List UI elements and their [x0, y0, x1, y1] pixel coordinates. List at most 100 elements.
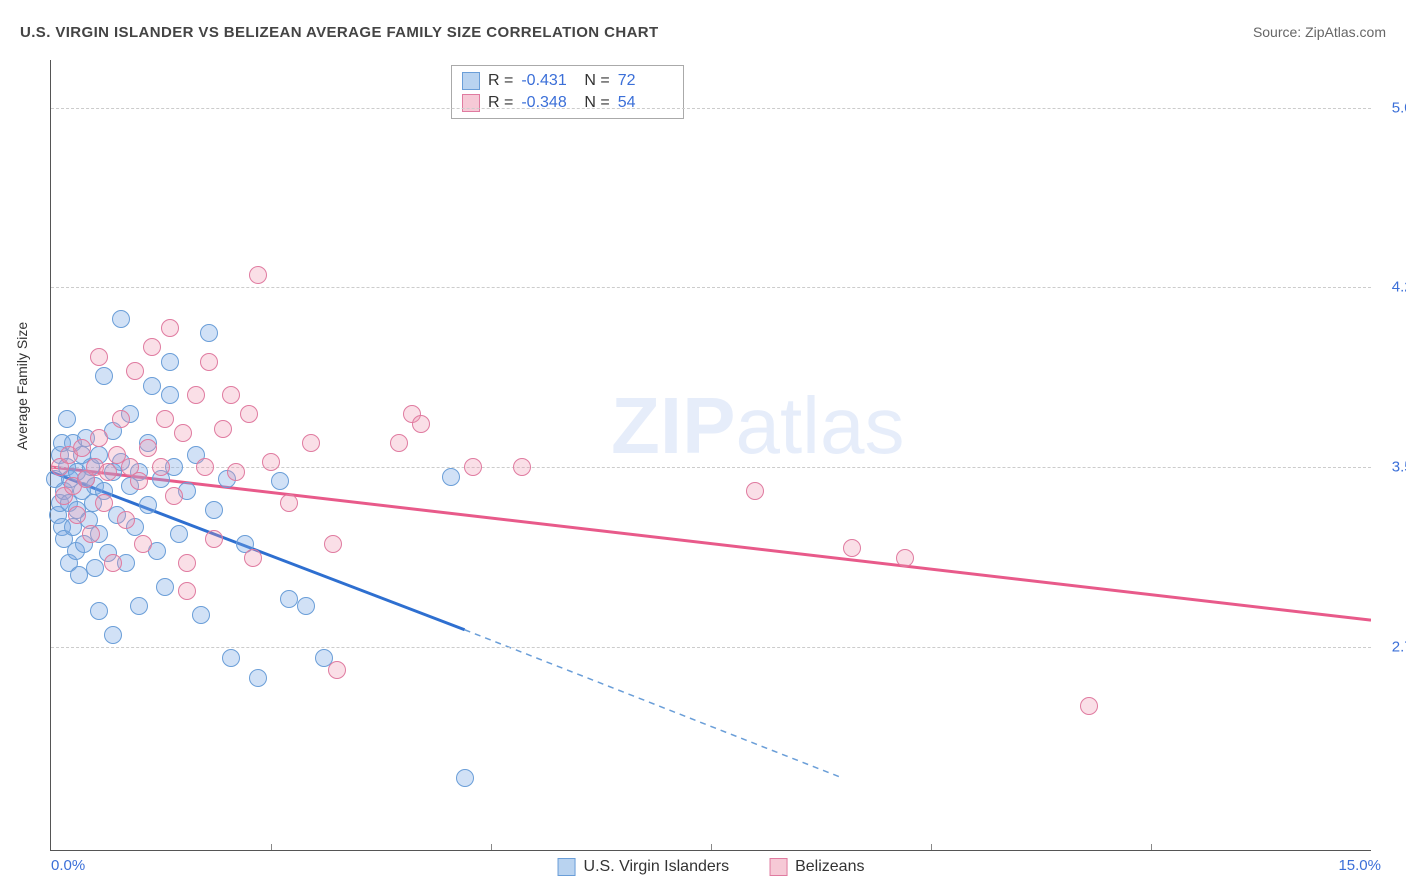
scatter-point-series2 — [68, 506, 86, 524]
scatter-point-series2 — [161, 319, 179, 337]
scatter-point-series2 — [280, 494, 298, 512]
scatter-point-series1 — [249, 669, 267, 687]
gridline — [51, 287, 1371, 288]
chart-title: U.S. VIRGIN ISLANDER VS BELIZEAN AVERAGE… — [20, 24, 659, 41]
scatter-point-series2 — [227, 463, 245, 481]
scatter-point-series2 — [324, 535, 342, 553]
x-tick-label: 15.0% — [1338, 857, 1381, 874]
series1-n-value: 72 — [618, 70, 673, 92]
scatter-point-series2 — [152, 458, 170, 476]
scatter-point-series1 — [205, 501, 223, 519]
scatter-point-series1 — [139, 496, 157, 514]
scatter-point-series2 — [513, 458, 531, 476]
trend-line — [465, 630, 843, 778]
y-tick-label: 5.00 — [1376, 99, 1406, 116]
scatter-point-series1 — [104, 626, 122, 644]
scatter-point-series2 — [262, 453, 280, 471]
scatter-point-series2 — [178, 582, 196, 600]
scatter-point-series2 — [134, 535, 152, 553]
x-tick-mark — [1151, 844, 1152, 850]
scatter-point-series2 — [302, 434, 320, 452]
scatter-point-series1 — [192, 606, 210, 624]
scatter-point-series2 — [896, 549, 914, 567]
scatter-point-series2 — [843, 539, 861, 557]
scatter-plot-area: ZIPatlas R = -0.431 N = 72 R = -0.348 N … — [50, 60, 1371, 851]
r-label: R = — [488, 70, 513, 92]
scatter-point-series2 — [90, 348, 108, 366]
n-label: N = — [584, 92, 609, 114]
y-axis-label: Average Family Size — [14, 322, 30, 450]
scatter-point-series2 — [117, 511, 135, 529]
x-tick-mark — [931, 844, 932, 850]
scatter-point-series2 — [156, 410, 174, 428]
scatter-point-series2 — [205, 530, 223, 548]
scatter-point-series2 — [328, 661, 346, 679]
r-label: R = — [488, 92, 513, 114]
series2-r-value: -0.348 — [521, 92, 576, 114]
scatter-point-series1 — [170, 525, 188, 543]
gridline — [51, 108, 1371, 109]
scatter-point-series2 — [1080, 697, 1098, 715]
scatter-point-series2 — [130, 472, 148, 490]
n-label: N = — [584, 70, 609, 92]
scatter-point-series1 — [86, 559, 104, 577]
series2-swatch-icon — [462, 94, 480, 112]
scatter-point-series1 — [222, 649, 240, 667]
stats-row-series2: R = -0.348 N = 54 — [462, 92, 673, 114]
scatter-point-series1 — [280, 590, 298, 608]
scatter-point-series2 — [196, 458, 214, 476]
correlation-stats-box: R = -0.431 N = 72 R = -0.348 N = 54 — [451, 65, 684, 119]
source-prefix: Source: — [1253, 24, 1305, 40]
scatter-point-series1 — [200, 324, 218, 342]
scatter-point-series2 — [143, 338, 161, 356]
scatter-point-series2 — [412, 415, 430, 433]
scatter-point-series2 — [200, 353, 218, 371]
scatter-point-series1 — [95, 367, 113, 385]
x-tick-mark — [711, 844, 712, 850]
scatter-point-series1 — [90, 602, 108, 620]
x-tick-label: 0.0% — [51, 857, 85, 874]
scatter-point-series1 — [112, 310, 130, 328]
scatter-point-series2 — [95, 494, 113, 512]
x-tick-mark — [491, 844, 492, 850]
watermark-bold: ZIP — [611, 381, 735, 470]
scatter-point-series1 — [156, 578, 174, 596]
y-tick-label: 4.25 — [1376, 279, 1406, 296]
scatter-point-series1 — [271, 472, 289, 490]
scatter-point-series2 — [82, 525, 100, 543]
scatter-point-series2 — [249, 266, 267, 284]
series1-swatch-icon — [558, 858, 576, 876]
watermark-light: atlas — [735, 381, 904, 470]
scatter-point-series2 — [112, 410, 130, 428]
legend-item-series2: Belizeans — [769, 858, 864, 876]
scatter-point-series1 — [297, 597, 315, 615]
series2-name: Belizeans — [795, 858, 864, 876]
scatter-point-series2 — [187, 386, 205, 404]
scatter-point-series2 — [464, 458, 482, 476]
bottom-legend: U.S. Virgin Islanders Belizeans — [558, 858, 865, 876]
series1-name: U.S. Virgin Islanders — [584, 858, 730, 876]
gridline — [51, 647, 1371, 648]
scatter-point-series1 — [130, 597, 148, 615]
y-tick-label: 3.50 — [1376, 458, 1406, 475]
scatter-point-series1 — [143, 377, 161, 395]
scatter-point-series2 — [214, 420, 232, 438]
source-name: ZipAtlas.com — [1305, 24, 1386, 40]
scatter-point-series1 — [58, 410, 76, 428]
chart-source: Source: ZipAtlas.com — [1253, 24, 1386, 40]
scatter-point-series1 — [442, 468, 460, 486]
scatter-point-series2 — [99, 463, 117, 481]
scatter-point-series2 — [139, 439, 157, 457]
scatter-point-series1 — [456, 769, 474, 787]
gridline — [51, 467, 1371, 468]
scatter-point-series2 — [104, 554, 122, 572]
scatter-point-series2 — [165, 487, 183, 505]
series2-n-value: 54 — [618, 92, 673, 114]
watermark: ZIPatlas — [611, 380, 904, 472]
legend-item-series1: U.S. Virgin Islanders — [558, 858, 730, 876]
series1-r-value: -0.431 — [521, 70, 576, 92]
series1-swatch-icon — [462, 72, 480, 90]
scatter-point-series2 — [746, 482, 764, 500]
series2-swatch-icon — [769, 858, 787, 876]
trend-lines-layer — [51, 60, 1371, 850]
